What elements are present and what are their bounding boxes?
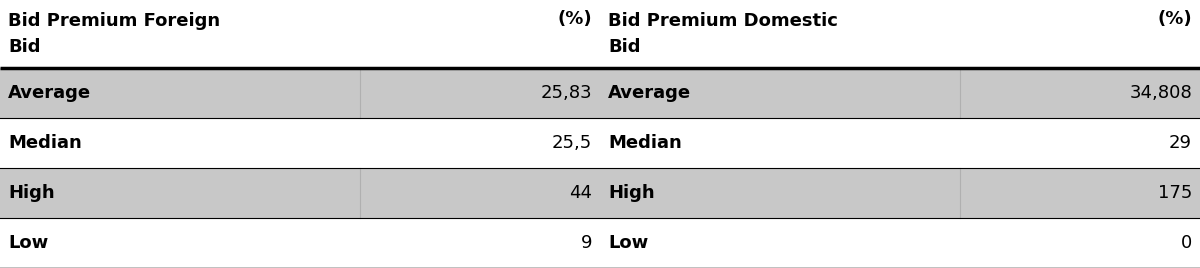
Text: 25,5: 25,5	[552, 134, 592, 152]
Text: 44: 44	[569, 184, 592, 202]
Text: High: High	[608, 184, 655, 202]
Text: (%): (%)	[557, 10, 592, 28]
Text: 29: 29	[1169, 134, 1192, 152]
Text: (%): (%)	[1157, 10, 1192, 28]
Text: Bid Premium Foreign
Bid: Bid Premium Foreign Bid	[8, 13, 220, 55]
Bar	[0, 68, 1200, 118]
Bar	[0, 118, 1200, 168]
Text: Average: Average	[608, 84, 691, 102]
Text: Low: Low	[608, 234, 648, 252]
Bar	[0, 168, 1200, 218]
Text: Low: Low	[8, 234, 48, 252]
Text: 25,83: 25,83	[540, 84, 592, 102]
Text: Median: Median	[608, 134, 682, 152]
Text: 34,808: 34,808	[1129, 84, 1192, 102]
Bar	[0, 0, 1200, 68]
Text: Median: Median	[8, 134, 82, 152]
Text: Average: Average	[8, 84, 91, 102]
Text: 175: 175	[1158, 184, 1192, 202]
Text: 9: 9	[581, 234, 592, 252]
Bar	[0, 218, 1200, 268]
Text: Bid Premium Domestic
Bid: Bid Premium Domestic Bid	[608, 13, 838, 55]
Text: High: High	[8, 184, 55, 202]
Text: 0: 0	[1181, 234, 1192, 252]
